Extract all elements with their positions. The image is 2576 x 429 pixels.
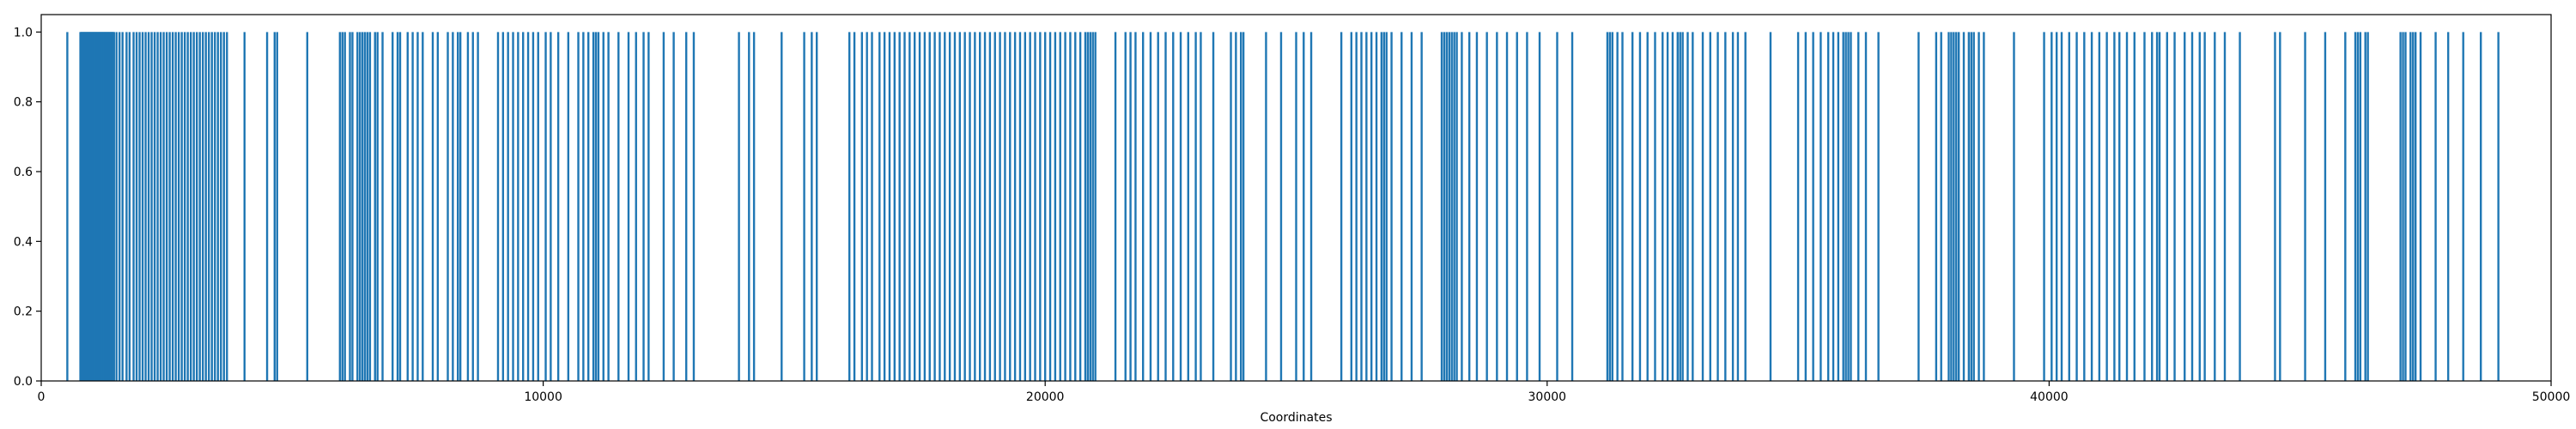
plot-frame — [40, 14, 2552, 382]
y-tick-label: 0.4 — [14, 235, 33, 249]
x-tick-label: 20000 — [1026, 390, 1065, 404]
x-tick-label: 10000 — [524, 390, 562, 404]
x-axis-label: Coordinates — [1260, 411, 1332, 425]
bars-group — [66, 32, 2500, 381]
y-tick-label: 0.0 — [14, 375, 33, 389]
x-tick-label: 0 — [38, 390, 46, 404]
x-tick-label: 50000 — [2532, 390, 2571, 404]
y-tick-label: 0.6 — [14, 166, 33, 179]
y-tick-label: 1.0 — [14, 26, 33, 39]
y-tick-label: 0.8 — [14, 96, 33, 110]
y-axis: 0.0 0.2 0.4 0.6 0.8 1.0 — [14, 26, 41, 389]
x-axis: 0 10000 20000 30000 40000 50000 — [38, 381, 2571, 404]
x-tick-label: 30000 — [1528, 390, 1567, 404]
y-tick-label: 0.2 — [14, 305, 33, 319]
x-tick-label: 40000 — [2030, 390, 2069, 404]
